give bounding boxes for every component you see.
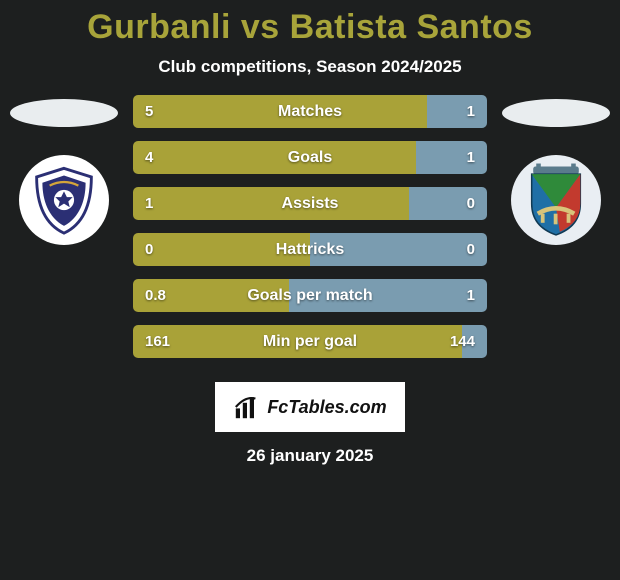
shield-icon (28, 164, 100, 236)
stat-right-value: 0 (467, 241, 475, 258)
stat-left-segment: 5 (133, 95, 427, 128)
player-left-column (5, 95, 123, 245)
stat-left-segment: 0.8 (133, 279, 289, 312)
main-row: 51Matches41Goals10Assists00Hattricks0.81… (0, 95, 620, 358)
subtitle: Club competitions, Season 2024/2025 (0, 57, 620, 77)
stat-row: 0.81Goals per match (133, 279, 487, 312)
stat-left-value: 0 (145, 241, 153, 258)
stat-row: 41Goals (133, 141, 487, 174)
page-title: Gurbanli vs Batista Santos (0, 8, 620, 47)
stat-right-value: 1 (467, 149, 475, 166)
stat-left-segment: 1 (133, 187, 409, 220)
stat-right-segment: 1 (416, 141, 487, 174)
stat-row: 10Assists (133, 187, 487, 220)
stat-right-value: 144 (450, 333, 475, 350)
stat-right-segment: 0 (310, 233, 487, 266)
stat-left-value: 5 (145, 103, 153, 120)
player-right-column (497, 95, 615, 245)
stat-left-value: 1 (145, 195, 153, 212)
stat-left-segment: 161 (133, 325, 462, 358)
stat-right-segment: 1 (427, 95, 487, 128)
club-crest-right (511, 155, 601, 245)
date-label: 26 january 2025 (0, 446, 620, 466)
stats-list: 51Matches41Goals10Assists00Hattricks0.81… (133, 95, 487, 358)
stat-right-value: 1 (467, 287, 475, 304)
stat-left-segment: 4 (133, 141, 416, 174)
stat-row: 51Matches (133, 95, 487, 128)
stat-left-value: 0.8 (145, 287, 166, 304)
shield-icon (518, 162, 594, 238)
stat-left-value: 161 (145, 333, 170, 350)
comparison-card: Gurbanli vs Batista Santos Club competit… (0, 0, 620, 580)
stat-right-segment: 1 (289, 279, 487, 312)
stat-right-segment: 144 (462, 325, 487, 358)
stat-right-value: 0 (467, 195, 475, 212)
club-crest-left (19, 155, 109, 245)
stat-row: 00Hattricks (133, 233, 487, 266)
stat-right-segment: 0 (409, 187, 487, 220)
stat-right-value: 1 (467, 103, 475, 120)
bars-icon (233, 393, 261, 421)
stat-row: 161144Min per goal (133, 325, 487, 358)
brand-text: FcTables.com (267, 397, 386, 418)
stat-left-value: 4 (145, 149, 153, 166)
brand-logo: FcTables.com (215, 382, 405, 432)
player-left-ellipse (10, 99, 118, 127)
stat-left-segment: 0 (133, 233, 310, 266)
player-right-ellipse (502, 99, 610, 127)
